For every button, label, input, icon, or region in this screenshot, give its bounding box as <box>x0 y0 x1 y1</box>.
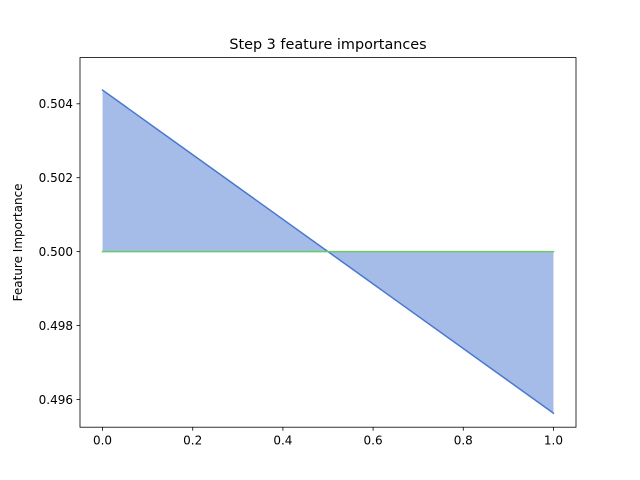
axes-frame <box>79 57 577 428</box>
y-axis: 0.496 0.498 0.500 0.502 0.504 <box>39 97 80 407</box>
y-tick-label: 0.500 <box>39 245 73 259</box>
x-axis: 0.0 0.2 0.4 0.6 0.8 1.0 <box>93 427 563 448</box>
x-tick-label: 1.0 <box>544 434 563 448</box>
x-tick-label: 0.4 <box>273 434 292 448</box>
plot-area <box>101 89 555 415</box>
x-tick-label: 0.6 <box>364 434 383 448</box>
y-tick-label: 0.496 <box>39 393 73 407</box>
y-tick-label: 0.502 <box>39 171 73 185</box>
x-tick-label: 0.2 <box>183 434 202 448</box>
y-tick-label: 0.504 <box>39 97 73 111</box>
chart-title: Step 3 feature importances <box>229 37 426 53</box>
x-tick-label: 0.8 <box>454 434 473 448</box>
y-tick-label: 0.498 <box>39 319 73 333</box>
y-axis-label: Feature Importance <box>11 183 25 301</box>
x-tick-label: 0.0 <box>93 434 112 448</box>
